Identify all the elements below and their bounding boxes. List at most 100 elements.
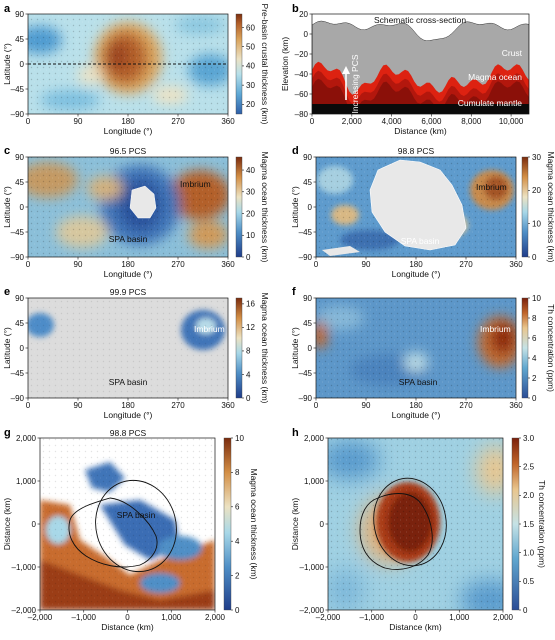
spa-basin-ellipse xyxy=(95,479,177,573)
colorbar-g xyxy=(223,437,232,611)
x-tick-label: 0 xyxy=(26,260,31,269)
panel-letter: b xyxy=(292,3,299,15)
y-axis-label: Latitude (°) xyxy=(2,43,12,85)
map-title: 98.8 PCS xyxy=(110,428,147,438)
y-tick-label: 1,000 xyxy=(304,477,325,486)
colorbar-tick-label: 40 xyxy=(246,166,255,175)
x-tick-label: –1,000 xyxy=(360,613,385,622)
y-tick-label: –1,000 xyxy=(12,563,37,572)
panel-letter: e xyxy=(4,286,10,298)
colorbar-tick-label: 8 xyxy=(235,468,240,477)
colorbar-tick-label: 0 xyxy=(246,394,251,403)
x-axis-label: Longitude (°) xyxy=(104,269,153,279)
map-d-image xyxy=(316,157,516,257)
colorbar-tick-label: 8 xyxy=(246,347,251,356)
colorbar-tick-label: 4 xyxy=(532,354,537,363)
colorbar-tick-label: 1.5 xyxy=(523,520,535,529)
colorbar-label: Magma ocean thickness (km) xyxy=(546,151,555,262)
layer-label-crust: Crust xyxy=(502,48,523,58)
colorbar-tick-label: 8 xyxy=(532,314,537,323)
y-tick-label: –90 xyxy=(11,394,25,403)
x-tick-label: 360 xyxy=(221,260,235,269)
x-tick-label: 270 xyxy=(459,260,473,269)
y-tick-label: 90 xyxy=(303,153,312,162)
x-tick-label: 270 xyxy=(171,401,185,410)
panel-c: c 96.5 PCS Imbrium SPA basin 0 90 180 270 36… xyxy=(2,145,270,279)
colorbar-tick-label: 0 xyxy=(246,253,251,262)
x-tick-label: 90 xyxy=(74,117,83,126)
y-tick-label: –45 xyxy=(11,228,25,237)
y-tick-label: 0 xyxy=(20,344,25,353)
panel-h: h –2,000 –1,000 0 1,000 2,000 2,000 1,000 0 –1,0… xyxy=(290,427,547,632)
colorbar-tick-label: 2 xyxy=(532,374,537,383)
x-tick-label: 180 xyxy=(121,401,135,410)
colorbar-d xyxy=(521,156,529,258)
panel-letter: d xyxy=(292,145,299,157)
panel-letter: h xyxy=(292,427,299,439)
colorbar-tick-label: 4 xyxy=(246,370,251,379)
y-tick-label: –60 xyxy=(295,90,309,99)
map-c-image xyxy=(28,157,228,257)
panel-g: g 98.8 PCS SPA basin –2,000 –1,000 0 1,000 2… xyxy=(2,427,259,632)
x-axis-label: Longitude (°) xyxy=(392,410,441,420)
y-tick-label: 90 xyxy=(15,153,24,162)
spa-basin-zero-region xyxy=(369,159,467,251)
x-tick-label: 0 xyxy=(26,401,31,410)
label-spa-basin: SPA basin xyxy=(399,377,438,387)
y-tick-label: 0 xyxy=(320,520,325,529)
colorbar-tick-label: 10 xyxy=(235,434,244,443)
panel-letter: f xyxy=(292,286,296,298)
y-tick-label: 45 xyxy=(15,178,24,187)
x-tick-label: 90 xyxy=(74,260,83,269)
colorbar-tick-label: 20 xyxy=(246,100,255,109)
label-imbrium: Imbrium xyxy=(180,179,211,189)
y-tick-label: 45 xyxy=(303,319,312,328)
plot-frame xyxy=(311,13,530,115)
y-axis-label: Latitude (°) xyxy=(290,186,300,228)
map-f-image xyxy=(316,298,516,398)
x-tick-label: 0 xyxy=(310,117,315,126)
increasing-pcs-arrow xyxy=(342,66,350,100)
x-tick-label: 0 xyxy=(314,401,319,410)
colorbar-c xyxy=(235,156,243,258)
cross-section-image xyxy=(312,14,529,114)
panel-d: d 98.8 PCS Imbrium SPA basin 0 90 180 270 36… xyxy=(290,145,555,279)
colorbar-tick-label: 0.5 xyxy=(523,577,535,586)
y-tick-label: 45 xyxy=(15,319,24,328)
increasing-pcs-label: Increasing PCS xyxy=(350,54,360,113)
colorbar-tick-label: 2.5 xyxy=(523,462,535,471)
x-axis-label: Longitude (°) xyxy=(392,269,441,279)
spa-basin-zero-region xyxy=(129,185,157,219)
map-h-image xyxy=(328,438,503,610)
layer-label-magma-ocean: Magma ocean xyxy=(468,72,522,82)
x-axis-label: Distance (km) xyxy=(394,126,447,136)
x-tick-label: 0 xyxy=(26,117,31,126)
x-tick-label: 10,000 xyxy=(499,117,524,126)
label-spa-basin: SPA basin xyxy=(401,236,440,246)
x-tick-label: 4,000 xyxy=(382,117,403,126)
y-tick-label: 45 xyxy=(15,35,24,44)
x-tick-label: 0 xyxy=(314,260,319,269)
y-tick-label: 0 xyxy=(32,520,37,529)
x-tick-label: 6,000 xyxy=(421,117,442,126)
map-g-image xyxy=(40,438,215,610)
y-tick-label: 45 xyxy=(303,178,312,187)
y-tick-label: –90 xyxy=(299,253,313,262)
y-tick-label: 20 xyxy=(299,10,308,19)
label-spa-basin: SPA basin xyxy=(109,234,148,244)
x-tick-label: 360 xyxy=(509,401,523,410)
panel-b: b Schematic cross-section Crust Magma oc… xyxy=(280,3,530,136)
x-tick-label: 270 xyxy=(459,401,473,410)
y-tick-label: –90 xyxy=(11,253,25,262)
colorbar-label: Magma ocean thickness (km) xyxy=(260,151,270,262)
y-tick-label: 2,000 xyxy=(16,434,37,443)
x-tick-label: 1,000 xyxy=(161,613,182,622)
y-tick-label: –20 xyxy=(295,50,309,59)
colorbar-tick-label: 2 xyxy=(235,571,240,580)
x-tick-label: 180 xyxy=(121,260,135,269)
x-tick-label: 360 xyxy=(221,401,235,410)
label-spa-basin: SPA basin xyxy=(109,377,148,387)
colorbar-tick-label: 0 xyxy=(532,253,537,262)
colorbar-tick-label: 10 xyxy=(532,294,541,303)
